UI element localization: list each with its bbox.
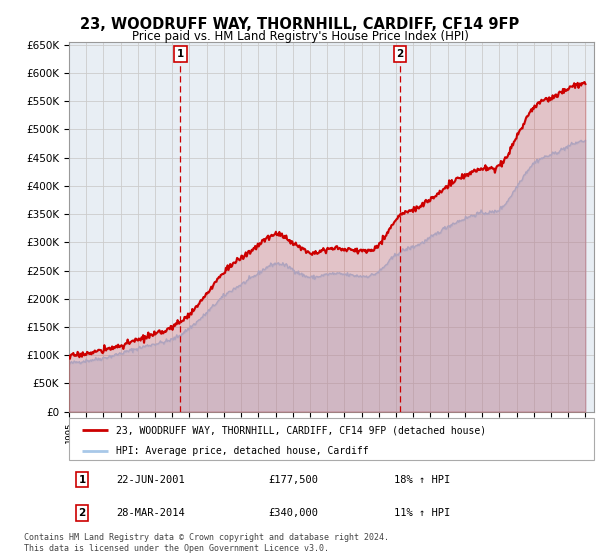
Text: 23, WOODRUFF WAY, THORNHILL, CARDIFF, CF14 9FP (detached house): 23, WOODRUFF WAY, THORNHILL, CARDIFF, CF…: [116, 425, 487, 435]
Text: 2: 2: [397, 49, 404, 59]
Text: 2: 2: [79, 508, 86, 518]
Text: 28-MAR-2014: 28-MAR-2014: [116, 508, 185, 518]
Text: Contains HM Land Registry data © Crown copyright and database right 2024.
This d: Contains HM Land Registry data © Crown c…: [24, 533, 389, 553]
Text: Price paid vs. HM Land Registry's House Price Index (HPI): Price paid vs. HM Land Registry's House …: [131, 30, 469, 43]
Text: 22-JUN-2001: 22-JUN-2001: [116, 475, 185, 484]
Text: 1: 1: [177, 49, 184, 59]
Text: £177,500: £177,500: [269, 475, 319, 484]
Text: 1: 1: [79, 475, 86, 484]
Text: 18% ↑ HPI: 18% ↑ HPI: [395, 475, 451, 484]
Text: 11% ↑ HPI: 11% ↑ HPI: [395, 508, 451, 518]
Text: 23, WOODRUFF WAY, THORNHILL, CARDIFF, CF14 9FP: 23, WOODRUFF WAY, THORNHILL, CARDIFF, CF…: [80, 17, 520, 32]
FancyBboxPatch shape: [69, 418, 594, 460]
Text: £340,000: £340,000: [269, 508, 319, 518]
Text: HPI: Average price, detached house, Cardiff: HPI: Average price, detached house, Card…: [116, 446, 369, 456]
